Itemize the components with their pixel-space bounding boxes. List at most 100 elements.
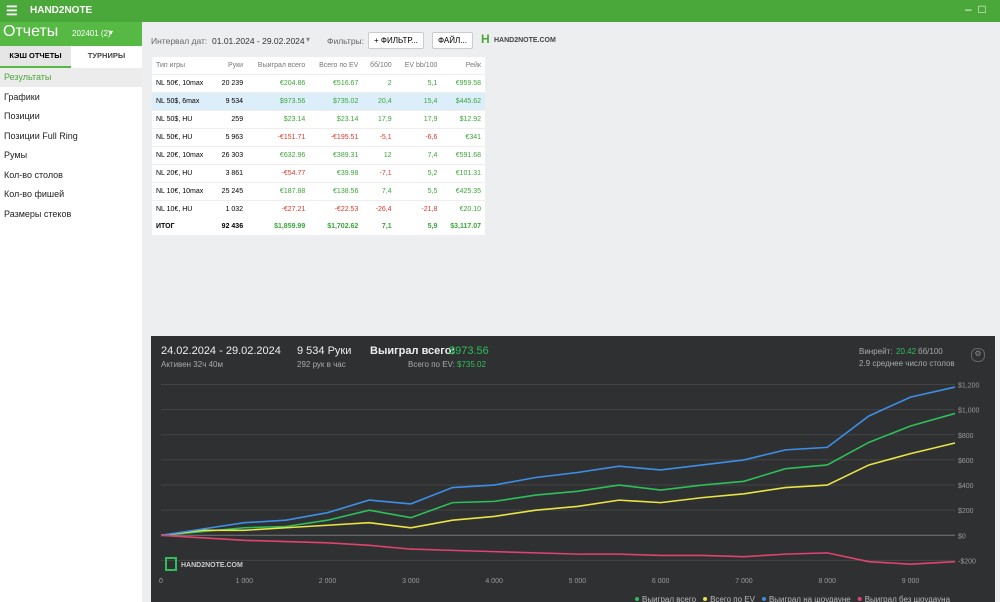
header-cell: Всего по EV xyxy=(319,62,359,69)
cell: €101.31 xyxy=(455,170,481,177)
cell: 259 xyxy=(231,116,244,123)
total-row: ИТОГ 92 436 $1,859.99 $1,702.62 7,1 5,9 $3,117… xyxy=(152,218,485,235)
interval[interactable]: 01.01.2024 - 29.02.2024 xyxy=(212,36,305,46)
window-controls[interactable]: – □ xyxy=(965,2,986,16)
header-row: Тип игры Руки Выиграл всего Всего по EV бб/1… xyxy=(152,57,485,75)
report-filter[interactable]: 202401 (2) xyxy=(72,29,111,38)
cell: €389.31 xyxy=(333,152,359,159)
cell: $12.92 xyxy=(459,116,481,123)
cell: NL 50$, HU xyxy=(156,116,193,123)
active-time: Активен 32ч 40м xyxy=(161,360,223,369)
header-cell: EV bb/100 xyxy=(404,62,438,69)
tab[interactable]: КЭШ ОТЧЕТЫ xyxy=(0,46,71,68)
nav-item[interactable]: Кол-во фишей xyxy=(4,189,65,199)
legend-label: Выиграл на шоудауне xyxy=(769,595,851,602)
x-tick-label: 2 000 xyxy=(319,578,337,585)
x-tick-label: 7 000 xyxy=(735,578,753,585)
cell: 26 303 xyxy=(221,152,244,159)
row[interactable]: NL 20€, 10max 26 303 €632.96 €389.31 12 7,4 €5… xyxy=(152,146,485,165)
cell: $445.62 xyxy=(455,98,481,105)
nav-item[interactable]: Размеры стеков xyxy=(4,208,72,219)
nav-item[interactable]: Позиции Full Ring xyxy=(4,130,78,141)
cell: 5 963 xyxy=(225,134,244,141)
cell: €187.88 xyxy=(279,188,306,195)
total-cell: 7,1 xyxy=(381,223,392,230)
sidebar-title: Отчеты xyxy=(3,23,59,40)
cell: NL 20€, 10max xyxy=(156,152,204,159)
cell: -€151.71 xyxy=(277,134,306,141)
series-line xyxy=(160,442,956,537)
hands: 9 534 Руки xyxy=(297,345,352,357)
menu-icon[interactable]: ☰ xyxy=(6,3,18,18)
cell: €341 xyxy=(465,134,481,141)
nav-item[interactable]: Результаты xyxy=(0,68,142,87)
filter-button-text: ФИЛЬТР... xyxy=(380,36,418,45)
header-cell: Тип игры xyxy=(156,62,186,69)
row[interactable]: NL 50$, 6max 9 534 $973.56 $735.02 20,4 15,4 $… xyxy=(152,92,485,111)
cell: NL 50€, 10max xyxy=(156,80,204,87)
filter-button[interactable]: + ФИЛЬТР... xyxy=(368,32,424,49)
y-tick-label: $1,000 xyxy=(958,408,980,415)
hands-per-hour: 292 рук в час xyxy=(297,360,346,369)
cell: -€195.51 xyxy=(330,134,359,141)
tab[interactable]: ТУРНИРЫ xyxy=(87,51,126,60)
cell: NL 10€, HU xyxy=(156,206,193,213)
cell: 15,4 xyxy=(423,98,438,105)
y-tick-label: $800 xyxy=(958,433,974,440)
total-cell: 5,9 xyxy=(427,223,438,230)
row[interactable]: NL 10€, HU 1 032 -€27.21 -€22.53 -26,4 -21,8 €… xyxy=(152,200,485,219)
x-tick-label: 6 000 xyxy=(652,578,670,585)
row[interactable]: NL 50€, HU 5 963 -€151.71 -€195.51 -5,1 -6,6 €… xyxy=(152,128,485,147)
cell: 5,5 xyxy=(427,188,438,195)
cell: -€54.77 xyxy=(281,170,306,177)
cell: 9 534 xyxy=(225,98,244,105)
cell: 12 xyxy=(383,152,392,159)
x-tick-label: 0 xyxy=(159,578,163,585)
legend-label: Всего по EV xyxy=(710,595,756,602)
nav-item[interactable]: Позиции xyxy=(4,111,40,121)
cell: NL 50$, 6max xyxy=(156,98,200,105)
total-cell: $3,117.07 xyxy=(450,223,481,230)
x-tick-label: 8 000 xyxy=(818,578,836,585)
legend-swatch xyxy=(703,597,708,601)
cell: 1 032 xyxy=(225,206,244,213)
nav-item[interactable]: Румы xyxy=(4,150,28,160)
logo: HAND2NOTE.COM xyxy=(494,37,556,44)
cell: -5,1 xyxy=(379,134,392,141)
y-tick-label: $600 xyxy=(958,458,974,465)
settings-icon[interactable]: ⚙ xyxy=(971,348,985,362)
legend-label: Выиграл без шоудауна xyxy=(865,595,951,602)
nav-item[interactable]: Графики xyxy=(4,91,40,102)
logo-icon: H xyxy=(481,32,490,46)
x-tick-label: 1 000 xyxy=(236,578,254,585)
cell: -7,1 xyxy=(379,170,392,177)
ev-label: Всего по EV: xyxy=(408,360,455,369)
cell: €20.10 xyxy=(459,206,481,213)
row[interactable]: NL 50$, HU 259 $23.14 $23.14 17,9 17,9 $12.92 xyxy=(152,110,485,129)
y-tick-label: $0 xyxy=(958,533,966,540)
y-tick-label: $400 xyxy=(958,483,974,490)
row[interactable]: NL 10€, 10max 25 245 €187.88 €138.56 7,4 5,5 €… xyxy=(152,182,485,201)
header-cell: Рейк xyxy=(465,62,481,69)
series-line xyxy=(160,386,956,537)
cell: €516.67 xyxy=(333,80,359,87)
row[interactable]: NL 20€, HU 3 861 -€54.77 €39.98 -7,1 5,2 €101.… xyxy=(152,164,485,183)
file-button[interactable]: ФАЙЛ... xyxy=(432,32,473,49)
x-tick-label: 3 000 xyxy=(402,578,420,585)
total-cell: 92 436 xyxy=(221,223,244,230)
header-cell: Руки xyxy=(227,62,244,69)
cell: 20 239 xyxy=(221,80,244,87)
total-cell: $1,859.99 xyxy=(274,223,306,230)
cell: $973.56 xyxy=(279,98,306,105)
legend-swatch xyxy=(761,597,766,601)
row[interactable]: NL 50€, 10max 20 239 €204.86 €516.67 2 5,1 €95… xyxy=(152,74,485,93)
x-tick-label: 5 000 xyxy=(569,578,587,585)
cell: NL 50€, HU xyxy=(156,134,193,141)
cell: €959.58 xyxy=(455,80,481,87)
cell: €591.68 xyxy=(455,152,481,159)
avg-tables: 2.9 среднее число столов xyxy=(859,359,955,368)
cell: €204.86 xyxy=(279,80,306,87)
nav-item[interactable]: Кол-во столов xyxy=(4,169,63,180)
total-cell: ИТОГ xyxy=(156,223,175,230)
cell: -€22.53 xyxy=(334,206,359,213)
